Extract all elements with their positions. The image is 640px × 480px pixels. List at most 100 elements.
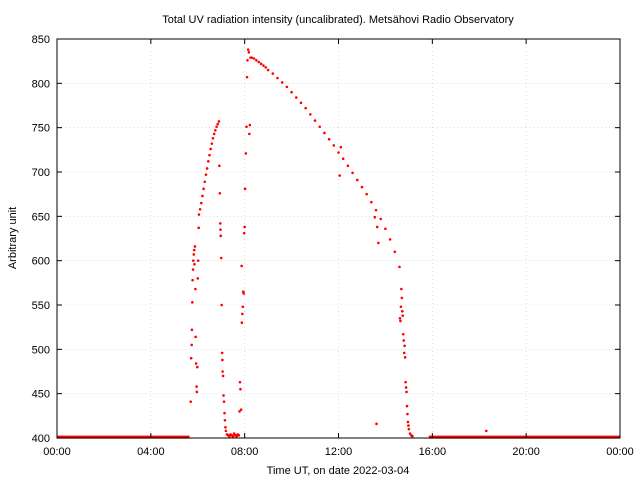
data-point xyxy=(240,264,243,268)
data-point xyxy=(214,129,217,132)
y-axis-label: Arbitrary unit xyxy=(7,207,19,269)
data-point xyxy=(199,201,203,205)
data-point xyxy=(407,427,411,431)
data-point xyxy=(400,287,403,291)
data-point xyxy=(377,241,380,245)
data-point xyxy=(360,185,364,189)
data-point xyxy=(221,358,224,362)
data-point xyxy=(374,208,378,212)
data-point xyxy=(247,51,251,54)
data-point xyxy=(212,132,216,136)
data-point xyxy=(402,339,406,342)
data-point xyxy=(243,225,246,229)
data-point xyxy=(404,380,407,384)
data-point xyxy=(259,62,263,66)
y-tick-label: 800 xyxy=(32,78,50,90)
data-point xyxy=(399,305,403,309)
data-point xyxy=(220,303,223,307)
data-point xyxy=(257,60,261,64)
data-point xyxy=(194,335,197,339)
y-tick-label: 500 xyxy=(32,344,50,356)
data-point xyxy=(239,408,243,411)
y-tick-label: 450 xyxy=(32,389,50,401)
data-point xyxy=(398,265,401,269)
y-tick-label: 550 xyxy=(32,300,50,312)
x-tick-label: 00:00 xyxy=(43,446,71,458)
data-point xyxy=(204,173,208,176)
data-point xyxy=(231,434,235,438)
data-point xyxy=(370,200,373,204)
data-point xyxy=(248,123,252,127)
data-point xyxy=(266,68,270,72)
data-point xyxy=(219,234,223,238)
data-point xyxy=(403,344,406,348)
data-point xyxy=(318,125,322,129)
data-point xyxy=(339,145,343,149)
data-point xyxy=(299,101,303,105)
data-point xyxy=(401,309,404,313)
data-point xyxy=(221,370,224,373)
data-point xyxy=(255,58,258,62)
data-point xyxy=(202,187,205,191)
data-point xyxy=(190,343,193,347)
data-point xyxy=(365,192,368,196)
data-point xyxy=(216,122,219,126)
data-point xyxy=(338,174,341,177)
data-point xyxy=(276,76,279,80)
data-point xyxy=(241,305,245,309)
data-point xyxy=(194,362,198,365)
data-point xyxy=(271,72,275,75)
data-point xyxy=(194,287,197,291)
data-point xyxy=(373,215,377,219)
data-point xyxy=(209,147,212,151)
data-point xyxy=(189,400,193,403)
data-point xyxy=(355,178,359,182)
data-point xyxy=(223,411,226,415)
data-point xyxy=(304,106,307,110)
data-point xyxy=(197,226,200,230)
data-point xyxy=(219,256,223,260)
data-point xyxy=(246,58,249,62)
data-point xyxy=(224,426,227,429)
data-point xyxy=(484,429,488,433)
data-point xyxy=(191,259,195,262)
data-point xyxy=(218,164,221,168)
data-point xyxy=(248,132,251,136)
data-point xyxy=(309,113,312,116)
data-point xyxy=(250,56,254,59)
data-point xyxy=(242,231,246,235)
data-point xyxy=(323,131,326,135)
data-point xyxy=(243,187,247,191)
data-point xyxy=(337,151,340,154)
data-point xyxy=(203,180,207,184)
data-point xyxy=(245,125,248,129)
data-points xyxy=(57,48,620,439)
x-tick-label: 12:00 xyxy=(325,446,353,458)
chart-title: Total UV radiation intensity (uncalibrat… xyxy=(162,14,514,26)
data-point xyxy=(192,253,196,256)
data-point xyxy=(327,137,331,141)
data-point xyxy=(401,314,405,317)
y-tick-label: 650 xyxy=(32,211,50,223)
data-point xyxy=(346,164,350,168)
data-point xyxy=(245,75,249,79)
data-point xyxy=(393,250,397,254)
data-point xyxy=(406,412,409,416)
data-point xyxy=(191,268,195,271)
data-point xyxy=(189,356,193,360)
data-point xyxy=(285,85,289,89)
data-point xyxy=(221,374,225,378)
data-point xyxy=(379,217,383,221)
data-point xyxy=(208,153,211,157)
y-tick-label: 700 xyxy=(32,167,50,179)
data-point xyxy=(400,296,404,300)
data-point xyxy=(197,213,201,216)
data-point xyxy=(242,292,246,295)
data-point xyxy=(398,317,402,320)
data-point xyxy=(294,96,298,99)
data-point xyxy=(219,228,222,231)
data-point xyxy=(195,365,199,369)
data-point xyxy=(399,319,402,323)
x-tick-label: 08:00 xyxy=(231,446,259,458)
